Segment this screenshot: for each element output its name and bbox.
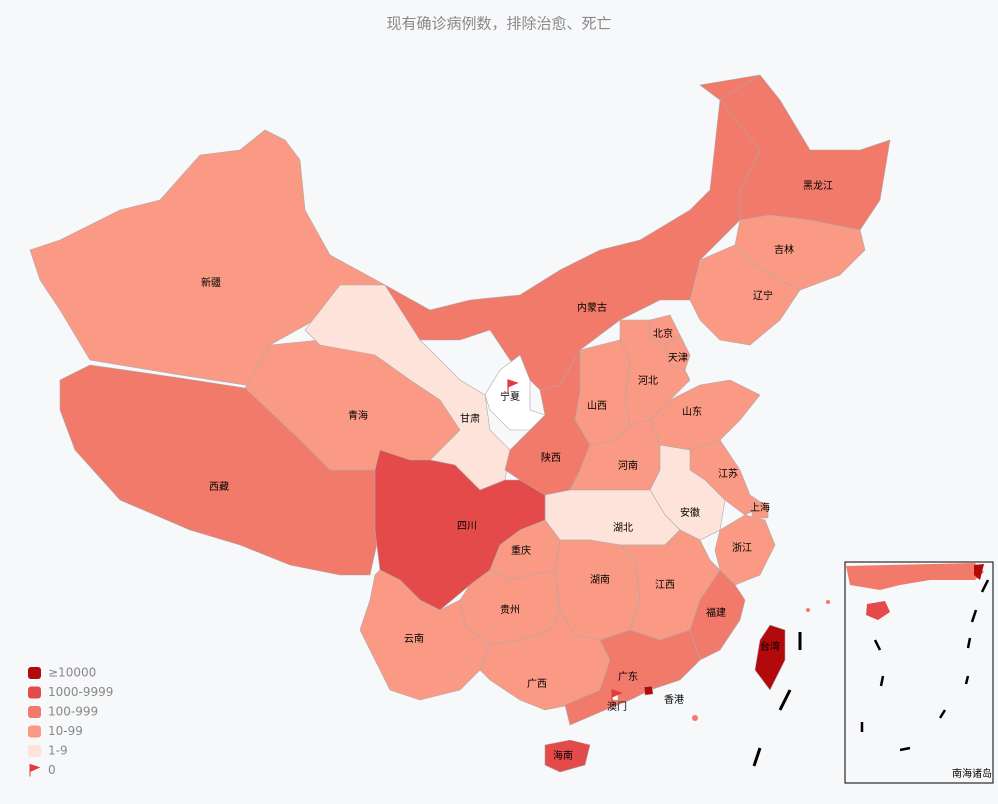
province [754, 624, 786, 691]
province-label: 台湾 [760, 640, 780, 653]
province [714, 514, 776, 586]
province-label: 山西 [587, 400, 607, 412]
legend-swatch [28, 686, 41, 699]
legend-swatch [28, 667, 41, 679]
province-label: 河北 [638, 375, 658, 387]
province [384, 74, 776, 391]
legend-flag [29, 763, 41, 777]
province-label: 北京 [653, 327, 673, 340]
province [484, 354, 546, 431]
province-label: 黑龙江 [803, 179, 833, 192]
province [29, 129, 386, 391]
legend-label: 100-999 [48, 705, 98, 719]
province [719, 74, 891, 231]
province-label: 湖北 [613, 522, 633, 534]
province [564, 629, 701, 726]
province [664, 334, 691, 371]
legend-label: 10-99 [48, 724, 83, 738]
province [751, 502, 769, 519]
province-label: 上海 [750, 501, 770, 514]
province [643, 685, 654, 696]
regions [29, 74, 891, 773]
province-label: 福建 [706, 606, 726, 619]
province [59, 364, 381, 576]
province [574, 339, 631, 446]
province-label: 青海 [348, 409, 368, 422]
province-label: 陕西 [541, 451, 561, 464]
inset-label: 南海诸岛 [952, 767, 992, 780]
inset [846, 563, 990, 752]
inset-frame [844, 561, 994, 784]
province-label: 河南 [618, 459, 638, 472]
legend-swatch [28, 745, 41, 757]
province-label: 香港 [664, 694, 684, 706]
province-label: 宁夏 [500, 390, 520, 403]
province-label: 江苏 [718, 467, 738, 480]
province-label: 江西 [655, 579, 675, 591]
flag-marker [611, 689, 623, 704]
legend-swatch [28, 706, 41, 718]
legend-label: ≥10000 [48, 666, 96, 680]
province-label: 山东 [682, 405, 702, 418]
province-label: 重庆 [511, 544, 531, 557]
islands [692, 600, 830, 721]
province-label: 西藏 [209, 481, 229, 493]
legend: ≥10000 1000-9999 100-999 10-99 1-9 0 [28, 666, 113, 777]
legend-label: 1000-9999 [48, 685, 113, 699]
province-label: 浙江 [732, 542, 752, 554]
legend-label: 1-9 [48, 744, 68, 758]
province-label: 澳门 [607, 700, 627, 713]
province-label: 云南 [404, 632, 424, 645]
province-label: 辽宁 [753, 289, 773, 302]
province-label: 新疆 [201, 276, 221, 289]
province-label: 内蒙古 [577, 301, 607, 314]
map-title: 现有确诊病例数，排除治愈、死亡 [386, 15, 611, 33]
legend-label: 0 [48, 763, 56, 777]
flag-marker [507, 379, 519, 394]
nine-dash [752, 632, 802, 767]
province-label: 湖南 [590, 573, 610, 586]
province-label: 贵州 [500, 603, 520, 616]
province-label: 安徽 [680, 506, 700, 519]
province [649, 444, 726, 541]
province [689, 244, 801, 346]
province-label: 天津 [668, 352, 688, 364]
province-label: 广西 [527, 678, 547, 690]
province-label: 四川 [457, 521, 477, 532]
province-label: 甘肃 [460, 412, 480, 425]
province [544, 739, 591, 773]
legend-swatch [28, 725, 41, 738]
province-label: 海南 [553, 749, 573, 762]
province-label: 广东 [618, 670, 638, 683]
province-label: 吉林 [774, 243, 794, 256]
